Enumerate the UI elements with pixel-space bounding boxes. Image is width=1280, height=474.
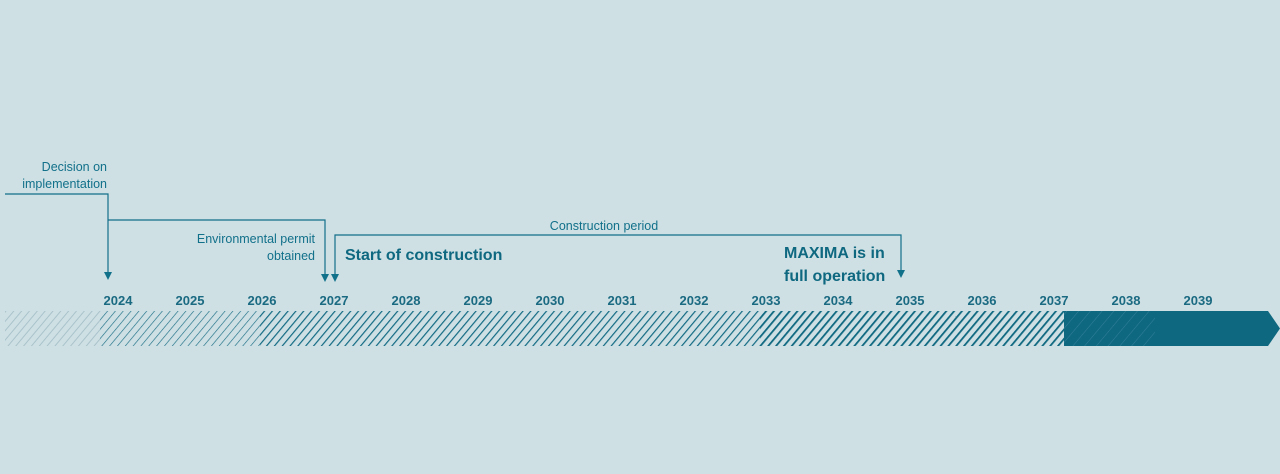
- bar-segment-1: [100, 311, 260, 346]
- year-label-2036: 2036: [968, 293, 997, 308]
- permit-label-2: obtained: [267, 249, 315, 263]
- bar-arrow-head: [1155, 311, 1280, 346]
- permit-connector: [108, 219, 326, 274]
- year-label-2035: 2035: [896, 293, 925, 308]
- year-label-2033: 2033: [752, 293, 781, 308]
- bar-segment-4: [1064, 311, 1156, 346]
- start-arrow-icon: [331, 274, 339, 282]
- year-label-2024: 2024: [104, 293, 134, 308]
- bar-segment-3: [760, 311, 1065, 346]
- year-label-2025: 2025: [176, 293, 205, 308]
- year-label-2037: 2037: [1040, 293, 1069, 308]
- permit-arrow-icon: [321, 274, 329, 282]
- year-label-2038: 2038: [1112, 293, 1141, 308]
- start-of-construction-label: Start of construction: [345, 247, 502, 264]
- decision-label-1: Decision on: [42, 160, 107, 174]
- bar-segment-pre: [5, 311, 101, 346]
- permit-label-1: Environmental permit: [197, 232, 316, 246]
- bar-segment-2: [260, 311, 760, 346]
- construction-period-bracket: [334, 234, 902, 274]
- year-label-2030: 2030: [536, 293, 565, 308]
- year-label-2034: 2034: [824, 293, 854, 308]
- year-label-2032: 2032: [680, 293, 709, 308]
- decision-connector: [5, 193, 109, 272]
- year-label-2028: 2028: [392, 293, 421, 308]
- decision-arrow-icon: [104, 272, 112, 280]
- year-label-2029: 2029: [464, 293, 493, 308]
- year-label-2031: 2031: [608, 293, 637, 308]
- timeline-bar: [5, 311, 1280, 346]
- full-operation-label-2: full operation: [784, 268, 885, 285]
- operation-arrow-icon: [897, 270, 905, 278]
- year-labels: 2024 2025 2026 2027 2028 2029 2030 2031 2032 2033…: [104, 293, 1213, 308]
- decision-label-2: implementation: [22, 177, 107, 191]
- year-label-2027: 2027: [320, 293, 349, 308]
- year-label-2039: 2039: [1184, 293, 1213, 308]
- year-label-2026: 2026: [248, 293, 277, 308]
- full-operation-label-1: MAXIMA is in: [784, 245, 885, 262]
- construction-period-label: Construction period: [550, 219, 658, 233]
